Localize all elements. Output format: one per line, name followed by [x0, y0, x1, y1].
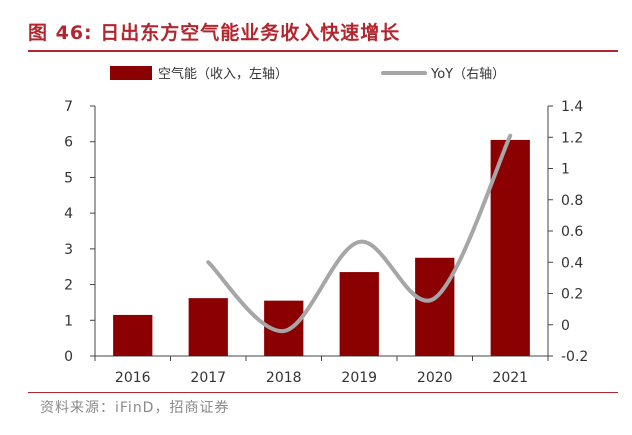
- bar-2017: [188, 298, 228, 356]
- y-right-tick-label: 0: [561, 318, 570, 334]
- y-right-tick-label: 0.8: [561, 193, 583, 209]
- axes: 0 1 2 3 4 5 6 7 -0.2 0 0.2 0.4 0.6 0.8 1 1.2 1.4 2016 2017…: [64, 99, 588, 386]
- y-left-tick-label: 6: [64, 135, 73, 151]
- figure-title: 图 46: 日出东方空气能业务收入快速增长: [28, 22, 401, 44]
- bar-2016: [113, 314, 153, 356]
- bar-series: [113, 139, 530, 356]
- y-right-tick-label: 0.6: [561, 224, 583, 240]
- y-left-tick-label: 5: [64, 170, 73, 186]
- bar-2019: [339, 272, 379, 356]
- bar-2021: [490, 139, 530, 356]
- x-tick-label: 2016: [115, 370, 151, 386]
- y-left-tick-label: 4: [64, 206, 73, 222]
- y-right-tick-label: 0.2: [561, 287, 583, 303]
- legend-swatch-revenue: [110, 66, 152, 80]
- y-left-tick-label: 1: [64, 313, 73, 329]
- legend-label-revenue: 空气能（收入，左轴）: [158, 66, 288, 82]
- y-left-tick-label: 3: [64, 242, 73, 258]
- y-right-tick-label: 1: [561, 162, 570, 178]
- y-right-tick-label: -0.2: [561, 349, 588, 365]
- title-rule: [28, 50, 618, 52]
- y-left-tick-label: 7: [64, 99, 73, 115]
- x-tick-label: 2019: [341, 370, 377, 386]
- x-tick-label: 2021: [492, 370, 528, 386]
- line-series: [206, 133, 513, 334]
- legend-label-yoy: YoY（右轴）: [430, 67, 505, 82]
- legend: 空气能（收入，左轴） YoY（右轴）: [110, 66, 505, 82]
- y-right-tick-label: 1.4: [561, 99, 583, 115]
- bar-2020: [415, 257, 455, 356]
- x-tick-label: 2017: [190, 370, 226, 386]
- combo-chart: 空气能（收入，左轴） YoY（右轴） 0 1 2 3 4 5 6 7 -0.2 0 0.2 0.4 0.…: [64, 66, 588, 386]
- x-tick-label: 2018: [266, 370, 302, 386]
- yoy-line: [206, 133, 513, 334]
- y-right-tick-label: 1.2: [561, 130, 583, 146]
- y-right-tick-label: 0.4: [561, 255, 583, 271]
- y-left-tick-label: 0: [64, 349, 73, 365]
- x-tick-label: 2020: [417, 370, 453, 386]
- source-note: 资料来源：iFinD，招商证券: [40, 400, 230, 416]
- source-rule: [28, 392, 618, 393]
- y-left-tick-label: 2: [64, 278, 73, 294]
